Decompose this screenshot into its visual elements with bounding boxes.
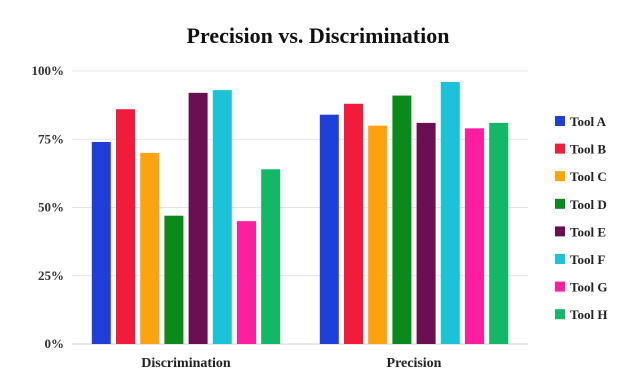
legend-swatch xyxy=(555,254,565,264)
bar-tool-e-precision xyxy=(416,122,436,345)
bar-tool-f-discrimination xyxy=(212,90,232,344)
legend-label: Tool C xyxy=(570,169,607,184)
legend-label: Tool H xyxy=(570,307,607,322)
legend: Tool A Tool B Tool C Tool D Tool E Tool F Tool… xyxy=(555,114,607,322)
legend-swatch xyxy=(555,116,565,126)
legend-label: Tool A xyxy=(570,114,607,129)
y-tick-label: 0% xyxy=(45,336,65,351)
bar-tool-g-precision xyxy=(465,128,484,344)
bars xyxy=(91,81,509,345)
y-tick-label: 25% xyxy=(38,268,64,283)
legend-item-tool-d: Tool D xyxy=(555,197,607,212)
legend-swatch xyxy=(555,143,565,154)
legend-label: Tool G xyxy=(570,280,607,295)
legend-item-tool-f: Tool F xyxy=(555,252,605,267)
legend-item-tool-b: Tool B xyxy=(555,142,606,157)
y-tick-label: 75% xyxy=(38,131,64,146)
bar-tool-f-precision xyxy=(440,81,460,345)
category-label: Precision xyxy=(387,356,442,371)
x-axis-categories: Discrimination Precision xyxy=(141,356,441,371)
bar-tool-b-precision xyxy=(344,103,363,344)
legend-label: Tool D xyxy=(570,197,607,212)
bar-tool-e-discrimination xyxy=(188,92,208,344)
y-tick-label: 50% xyxy=(38,200,64,215)
bar-tool-h-discrimination xyxy=(261,169,281,344)
bar-tool-d-discrimination xyxy=(164,215,184,344)
bar-tool-c-precision xyxy=(368,125,388,344)
legend-item-tool-a: Tool A xyxy=(555,114,607,129)
y-tick-label: 100% xyxy=(32,63,65,78)
legend-swatch xyxy=(555,309,565,320)
bar-tool-a-precision xyxy=(319,114,339,345)
bar-tool-g-discrimination xyxy=(237,221,256,344)
bar-tool-a-discrimination xyxy=(91,141,111,344)
legend-label: Tool F xyxy=(570,252,605,267)
legend-label: Tool B xyxy=(570,142,606,157)
legend-swatch xyxy=(555,226,565,237)
legend-item-tool-h: Tool H xyxy=(555,307,607,322)
legend-item-tool-e: Tool E xyxy=(555,224,606,239)
category-label: Discrimination xyxy=(141,356,231,371)
chart-title: Precision vs. Discrimination xyxy=(187,23,450,48)
legend-item-tool-c: Tool C xyxy=(555,169,607,184)
legend-swatch xyxy=(555,171,565,182)
legend-swatch xyxy=(555,281,565,292)
legend-item-tool-g: Tool G xyxy=(555,280,607,295)
legend-label: Tool E xyxy=(570,224,606,239)
bar-tool-b-discrimination xyxy=(116,109,135,344)
legend-swatch xyxy=(555,198,565,209)
bar-tool-c-discrimination xyxy=(140,152,160,344)
bar-tool-d-precision xyxy=(392,95,412,344)
y-axis-ticks: 0% 25% 50% 75% 100% xyxy=(32,63,65,351)
bar-tool-h-precision xyxy=(489,122,509,345)
